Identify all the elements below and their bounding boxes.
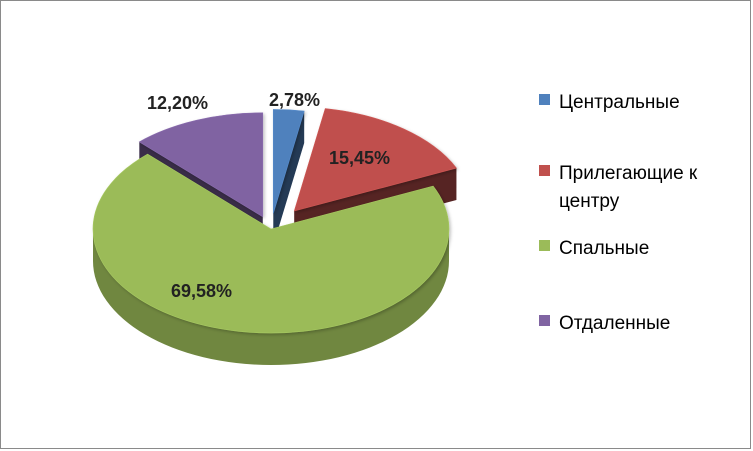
legend-swatch bbox=[539, 94, 550, 105]
legend-label: Центральные bbox=[559, 92, 680, 113]
legend: Центральные Прилегающие к центру Спальные От… bbox=[539, 92, 698, 334]
pie-slice-4[interactable] bbox=[138, 112, 264, 218]
slice-side-1 bbox=[273, 111, 305, 246]
legend-label: Спальные bbox=[559, 238, 649, 259]
data-label-4: 12,20% bbox=[147, 93, 208, 113]
legend-label: Прилегающие к bbox=[559, 163, 698, 184]
legend-label: Отдаленные bbox=[559, 313, 670, 334]
legend-item-3: Спальные bbox=[539, 238, 649, 259]
slice-wall bbox=[93, 229, 449, 365]
pie-slice-1[interactable] bbox=[272, 109, 305, 214]
pie-slices bbox=[92, 108, 457, 365]
data-label-2: 15,45% bbox=[329, 148, 390, 168]
legend-swatch bbox=[539, 315, 550, 326]
data-label-1: 2,78% bbox=[269, 90, 320, 110]
pie-slice-3[interactable] bbox=[92, 153, 450, 334]
legend-swatch bbox=[539, 165, 550, 176]
slice-cut-face bbox=[273, 111, 305, 246]
data-label-3: 69,58% bbox=[171, 281, 232, 301]
pie-slice-2[interactable] bbox=[293, 108, 457, 212]
legend-item-2: Прилегающие к центру bbox=[539, 163, 698, 212]
legend-swatch bbox=[539, 240, 550, 251]
legend-item-4: Отдаленные bbox=[539, 313, 670, 334]
data-labels: 2,78% 15,45% 69,58% 12,20% bbox=[147, 90, 390, 301]
legend-label: центру bbox=[559, 191, 620, 212]
legend-item-1: Центральные bbox=[539, 92, 680, 113]
